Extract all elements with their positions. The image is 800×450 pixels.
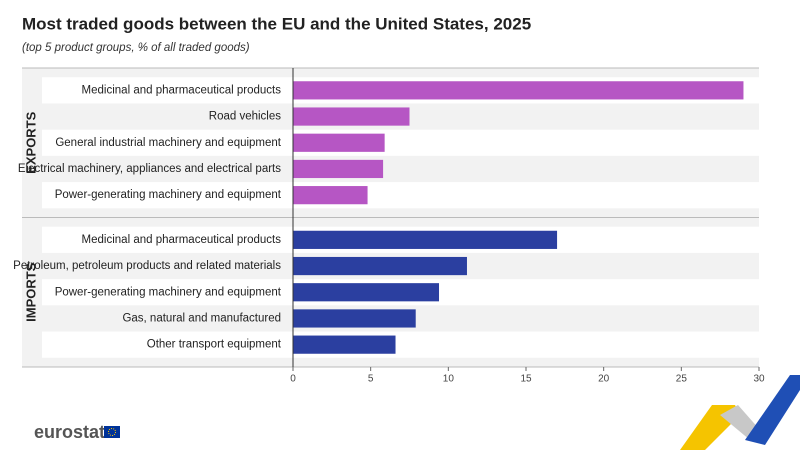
chart-subtitle: (top 5 product groups, % of all traded g… xyxy=(22,42,250,54)
row-band xyxy=(42,331,759,358)
x-tick-label: 25 xyxy=(676,374,688,385)
bar xyxy=(293,283,440,302)
x-tick-label: 30 xyxy=(753,374,765,385)
bar xyxy=(293,230,558,249)
category-label: Other transport equipment xyxy=(147,339,282,351)
bar xyxy=(293,133,385,152)
group-label: EXPORTS xyxy=(23,111,38,173)
row-band xyxy=(42,129,759,156)
category-label: Petroleum, petroleum products and relate… xyxy=(13,260,281,272)
category-label: Road vehicles xyxy=(209,111,281,123)
bar xyxy=(293,256,467,276)
bar xyxy=(293,309,416,328)
category-label: Power-generating machinery and equipment xyxy=(55,189,282,201)
x-tick-label: 15 xyxy=(520,374,532,385)
decor xyxy=(720,405,760,440)
bar xyxy=(293,159,384,179)
eu-flag xyxy=(104,426,120,438)
category-label: Electrical machinery, appliances and ele… xyxy=(18,163,281,175)
category-label: General industrial machinery and equipme… xyxy=(55,137,281,149)
bar xyxy=(293,335,396,354)
x-tick-label: 20 xyxy=(598,374,610,385)
eu-stars xyxy=(108,428,116,436)
category-label: Medicinal and pharmaceutical products xyxy=(82,234,282,246)
x-tick-label: 0 xyxy=(290,374,296,385)
bar xyxy=(293,186,368,205)
category-label: Gas, natural and manufactured xyxy=(122,312,281,324)
category-label: Power-generating machinery and equipment xyxy=(55,286,282,298)
chart-title: Most traded goods between the EU and the… xyxy=(22,14,531,33)
bar xyxy=(293,107,410,126)
x-tick-label: 10 xyxy=(443,374,455,385)
group-label: IMPORTS xyxy=(23,262,38,322)
decor xyxy=(745,375,800,445)
bar xyxy=(293,81,744,100)
logo-text: eurostat xyxy=(34,422,105,442)
category-label: Medicinal and pharmaceutical products xyxy=(82,84,282,96)
x-tick-label: 5 xyxy=(368,374,374,385)
row-band xyxy=(42,182,759,209)
